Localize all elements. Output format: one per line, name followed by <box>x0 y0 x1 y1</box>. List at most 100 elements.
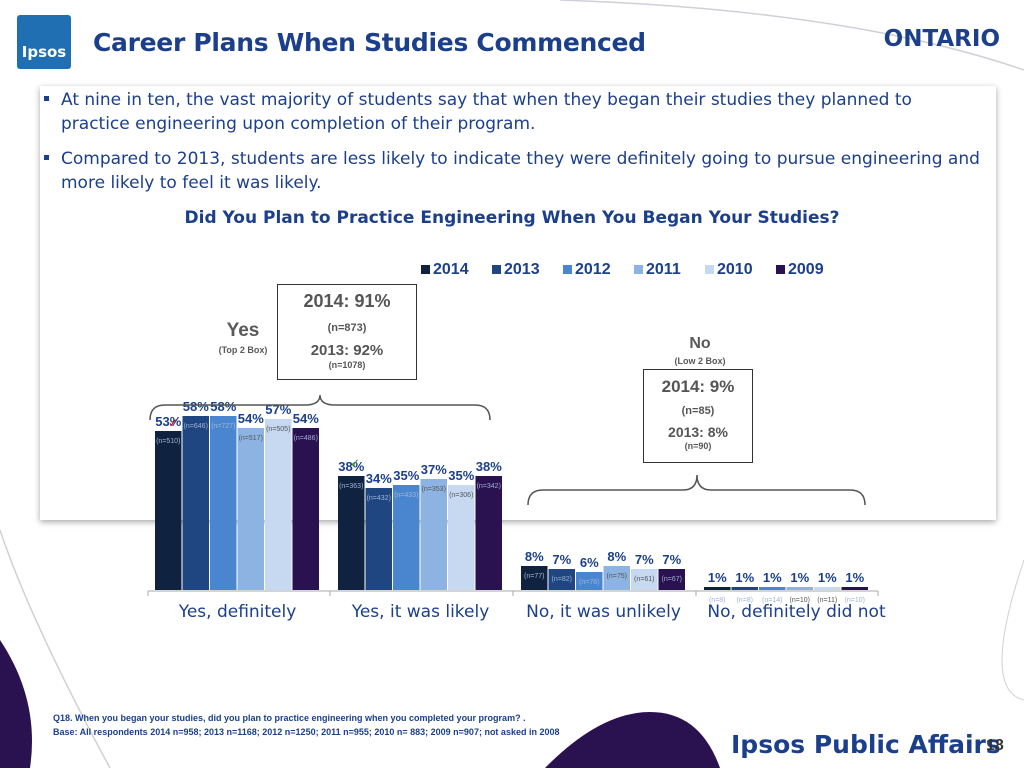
bullet-2: Compared to 2013, students are less like… <box>44 147 984 195</box>
data-label: 38% <box>476 459 502 474</box>
category-label: No, it was unlikely <box>526 602 681 622</box>
n-label: (n=486) <box>294 435 318 442</box>
legend-swatch-2010 <box>705 265 714 274</box>
bar-2010-1 <box>448 485 475 590</box>
bar-2009-3 <box>841 587 868 590</box>
n-label: (n=433) <box>394 492 418 499</box>
no-sublabel: (Low 2 Box) <box>674 356 726 366</box>
bar-2013-1 <box>365 488 392 590</box>
bar-2014-0 <box>155 431 182 590</box>
n-label: (n=14) <box>762 597 782 604</box>
data-label: 1% <box>708 570 727 585</box>
yes-brace <box>149 394 491 421</box>
legend-swatch-2011 <box>634 265 643 274</box>
data-label: 7% <box>552 552 571 567</box>
n-label: (n=61) <box>634 576 654 583</box>
legend-label-2011: 2011 <box>646 261 681 278</box>
category-label: Yes, it was likely <box>351 602 490 622</box>
category-label: Yes, definitely <box>178 602 297 622</box>
footnote-question: Q18. When you began your studies, did yo… <box>53 713 526 723</box>
no-callout-line3: 2013: 8% <box>668 424 728 440</box>
data-label: 1% <box>818 570 837 585</box>
data-label: 38% <box>338 459 364 474</box>
legend-label-2014: 2014 <box>433 261 469 278</box>
data-label: 1% <box>845 570 864 585</box>
bar-2011-0 <box>237 428 264 590</box>
data-label: 1% <box>763 570 782 585</box>
yes-label: Yes <box>226 320 260 341</box>
significance-up-icon: ✓ <box>350 456 360 470</box>
n-label: (n=10) <box>790 597 810 604</box>
footnote-base: Base: All respondents 2014 n=958; 2013 n… <box>53 727 560 737</box>
bullet-square-icon <box>44 155 49 160</box>
bar-2010-2 <box>631 569 658 590</box>
yes-sublabel: (Top 2 Box) <box>218 345 268 355</box>
legend-swatch-2012 <box>563 265 572 274</box>
data-label: 54% <box>238 411 264 426</box>
yes-callout: 2014: 91% (n=873) 2013: 92% (n=1078) <box>277 284 417 380</box>
data-label: 6% <box>580 555 599 570</box>
bullet-square-icon <box>44 96 49 101</box>
n-label: (n=8) <box>709 597 726 604</box>
bar-2012-2 <box>576 572 603 590</box>
data-label: 8% <box>525 549 544 564</box>
data-label: 35% <box>393 468 419 483</box>
n-label: (n=67) <box>662 576 682 583</box>
n-label: (n=342) <box>477 483 501 490</box>
legend-swatch-2013 <box>492 265 501 274</box>
bar-2011-2 <box>603 566 630 590</box>
n-label: (n=76) <box>579 579 599 586</box>
bar-2012-1 <box>393 485 420 590</box>
logo-text: Ipsos <box>21 43 67 61</box>
data-label: 7% <box>662 552 681 567</box>
data-label: 58% <box>183 399 209 414</box>
legend-label-2010: 2010 <box>717 261 753 278</box>
n-label: (n=353) <box>422 486 446 493</box>
data-label: 34% <box>366 471 392 486</box>
bullet-text: At nine in ten, the vast majority of stu… <box>61 90 912 134</box>
bar-2012-3 <box>759 587 786 590</box>
n-label: (n=75) <box>607 573 627 580</box>
no-callout-line1: 2014: 9% <box>661 377 735 396</box>
n-label: (n=517) <box>239 435 263 442</box>
brand-wordmark: Ipsos Public Affairs <box>731 730 1001 759</box>
footnote: Q18. When you began your studies, did yo… <box>53 711 559 739</box>
no-callout-line2: (n=85) <box>681 405 715 417</box>
legend-swatch-2009 <box>776 265 785 274</box>
legend-label-2013: 2013 <box>504 261 540 278</box>
legend-swatch-2014 <box>421 265 430 274</box>
yes-callout-line2: (n=873) <box>327 322 367 334</box>
region-label: ONTARIO <box>883 26 1000 52</box>
no-label: No <box>689 335 711 352</box>
bar-2009-0 <box>292 428 319 590</box>
no-brace <box>527 474 866 506</box>
n-label: (n=510) <box>156 438 180 445</box>
ipsos-logo: Ipsos <box>17 15 71 69</box>
bar-2012-0 <box>210 416 237 590</box>
bar-2011-1 <box>420 479 447 590</box>
data-label: 7% <box>635 552 654 567</box>
bar-2014-1 <box>338 476 365 590</box>
n-label: (n=77) <box>524 573 544 580</box>
n-label: (n=363) <box>339 483 363 490</box>
n-label: (n=8) <box>736 597 753 604</box>
data-label: 53% <box>155 414 181 429</box>
page-number: 18 <box>986 737 1004 754</box>
yes-callout-line1: 2014: 91% <box>303 291 391 311</box>
yes-callout-line3: 2013: 92% <box>310 342 384 359</box>
data-label: 37% <box>421 462 447 477</box>
legend-label-2012: 2012 <box>575 261 611 278</box>
n-label: (n=11) <box>817 597 837 604</box>
category-label: No, definitely did not <box>707 602 886 622</box>
bar-2011-3 <box>786 587 813 590</box>
bullet-text: Compared to 2013, students are less like… <box>61 149 980 193</box>
no-callout: 2014: 9% (n=85) 2013: 8% (n=90) <box>643 369 753 463</box>
n-label: (n=727) <box>211 423 235 430</box>
bar-2013-3 <box>731 587 758 590</box>
bar-2010-0 <box>265 419 292 590</box>
bullet-1: At nine in ten, the vast majority of stu… <box>44 88 974 136</box>
bar-2009-2 <box>658 569 685 590</box>
page-title: Career Plans When Studies Commenced <box>93 28 646 57</box>
